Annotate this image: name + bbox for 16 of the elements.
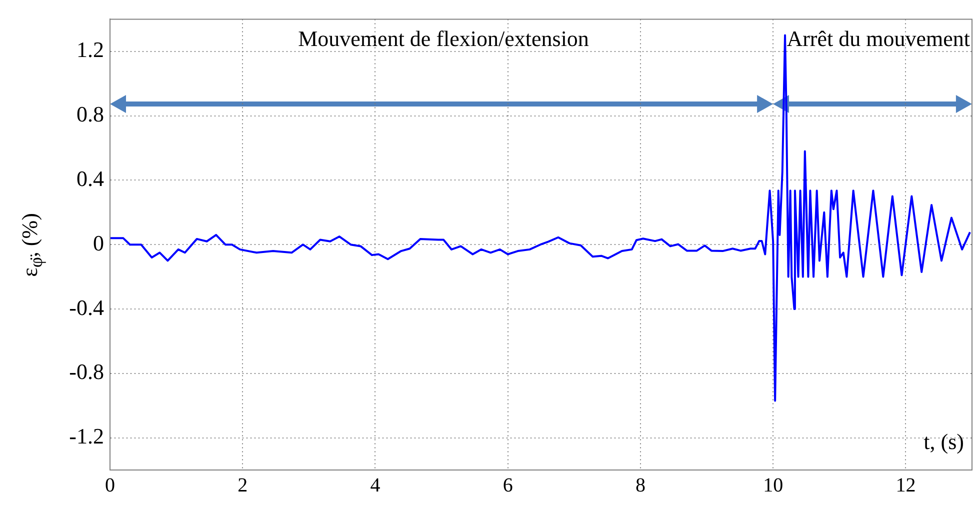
y-tick-label: 0 (93, 230, 104, 256)
x-tick-label: 4 (370, 474, 380, 496)
y-tick-label: 1.2 (76, 37, 104, 62)
y-tick-label: -1.2 (69, 424, 104, 449)
annotation: Mouvement de flexion/extension (297, 25, 590, 54)
x-axis-title: t, (s) (924, 428, 964, 454)
y-tick-label: 0.8 (76, 102, 104, 127)
y-tick-label: -0.4 (69, 294, 104, 320)
y-tick-label: 0.4 (76, 166, 104, 191)
x-tick-label: 10 (763, 474, 784, 496)
x-tick-label: 12 (896, 474, 916, 496)
annotation: Arrêt du mouvement (786, 25, 970, 54)
x-tick-label: 8 (635, 474, 646, 496)
x-tick-label: 2 (238, 474, 248, 496)
x-tick-label: 6 (502, 474, 513, 496)
y-tick-label: -0.8 (69, 359, 104, 384)
